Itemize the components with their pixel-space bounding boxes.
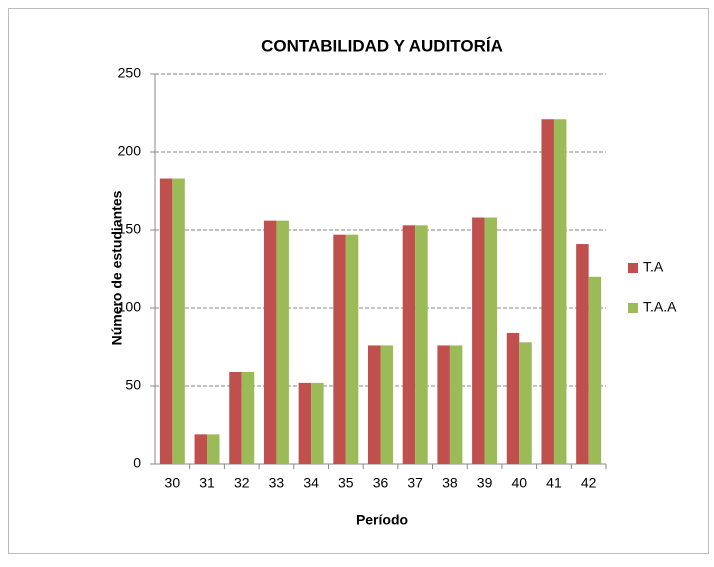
x-tick-label: 30 xyxy=(165,475,181,491)
y-tick-label: 150 xyxy=(118,221,142,237)
bar xyxy=(553,119,567,465)
bar xyxy=(159,178,173,464)
x-tick-label: 41 xyxy=(546,475,562,491)
bar xyxy=(519,342,532,464)
y-axis-label: Número de estudiantes xyxy=(109,190,125,345)
bar xyxy=(241,371,255,464)
bar xyxy=(345,234,359,464)
y-tick-label: 100 xyxy=(118,299,142,315)
x-tick-label: 36 xyxy=(373,475,389,491)
bar xyxy=(506,332,520,464)
y-tick-label: 250 xyxy=(118,65,142,81)
bar xyxy=(276,220,289,464)
bar xyxy=(380,345,393,464)
bar xyxy=(194,434,208,464)
bar xyxy=(229,371,242,464)
y-tick-label: 50 xyxy=(125,377,141,393)
bar xyxy=(311,382,324,464)
x-tick-label: 37 xyxy=(407,475,423,491)
bar xyxy=(298,382,312,464)
x-tick-label: 40 xyxy=(511,475,527,491)
x-axis-label: Período xyxy=(356,512,408,528)
x-tick-label: 42 xyxy=(581,475,597,491)
x-tick-label: 33 xyxy=(269,475,285,491)
bar xyxy=(207,434,220,464)
x-tick-label: 31 xyxy=(199,475,215,491)
bar xyxy=(415,225,428,464)
bar xyxy=(333,234,346,464)
y-tick-label: 200 xyxy=(118,143,142,159)
x-tick-label: 39 xyxy=(477,475,493,491)
bar xyxy=(437,345,450,464)
x-tick-label: 38 xyxy=(442,475,458,491)
bar xyxy=(576,244,589,464)
legend-swatch xyxy=(628,263,638,273)
y-tick-label: 0 xyxy=(133,455,141,471)
bar xyxy=(263,220,277,464)
legend-label: T.A.A xyxy=(643,299,677,315)
chart-border xyxy=(8,8,709,554)
bar xyxy=(472,217,485,464)
bar xyxy=(172,178,185,464)
legend-swatch xyxy=(628,303,638,313)
x-tick-label: 35 xyxy=(338,475,354,491)
chart-title: CONTABILIDAD Y AUDITORÍA xyxy=(261,36,503,55)
bar xyxy=(484,217,498,464)
bar xyxy=(368,345,381,464)
bar xyxy=(541,119,554,465)
legend-label: T.A xyxy=(643,259,664,275)
bar xyxy=(588,276,602,464)
bar xyxy=(449,345,463,464)
x-tick-label: 34 xyxy=(303,475,319,491)
x-tick-label: 32 xyxy=(234,475,250,491)
bar xyxy=(402,225,416,464)
